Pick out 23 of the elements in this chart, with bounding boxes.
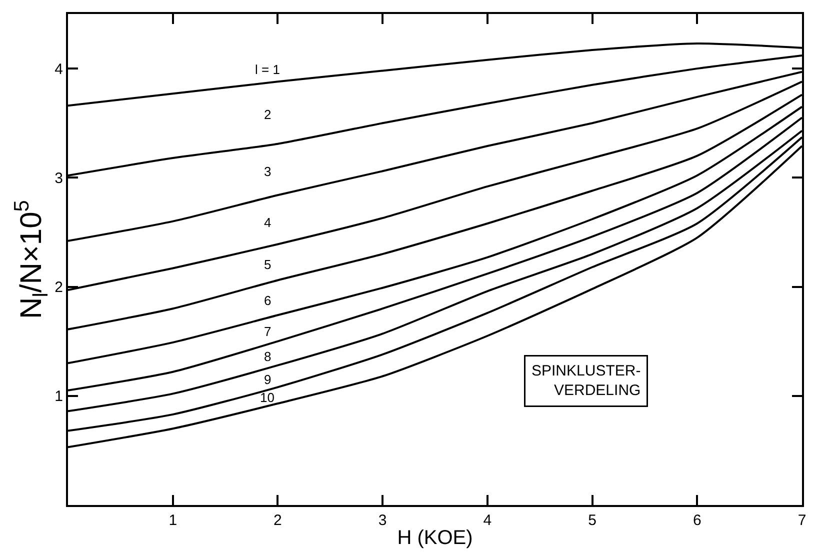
x-tick-label: 6 <box>692 512 702 529</box>
y-tick-label: 3 <box>54 170 63 187</box>
series-label: 2 <box>264 107 272 122</box>
series-label: 4 <box>264 215 272 230</box>
series-label: 6 <box>264 293 272 308</box>
y-tick-label: 2 <box>54 279 63 296</box>
series-label: l = 1 <box>255 62 280 77</box>
series-label: 5 <box>264 257 272 272</box>
x-tick-label: 1 <box>168 512 178 529</box>
x-axis-title: H (KOE) <box>397 527 473 549</box>
x-tick-label: 4 <box>483 512 492 529</box>
x-tick-label: 3 <box>378 512 387 529</box>
series-label: 8 <box>264 349 272 364</box>
series-label: 9 <box>264 372 272 387</box>
annotation: SPINKLUSTER- VERDELING <box>532 362 641 399</box>
y-tick-label: 4 <box>54 60 63 78</box>
y-tick-label: 1 <box>54 388 63 406</box>
x-tick-label: 2 <box>274 512 282 529</box>
series-label: 10 <box>260 390 274 405</box>
series-label: 7 <box>264 324 272 339</box>
x-tick-label: 7 <box>798 512 806 529</box>
series-label: 3 <box>264 164 272 179</box>
x-tick-label: 5 <box>588 512 596 529</box>
